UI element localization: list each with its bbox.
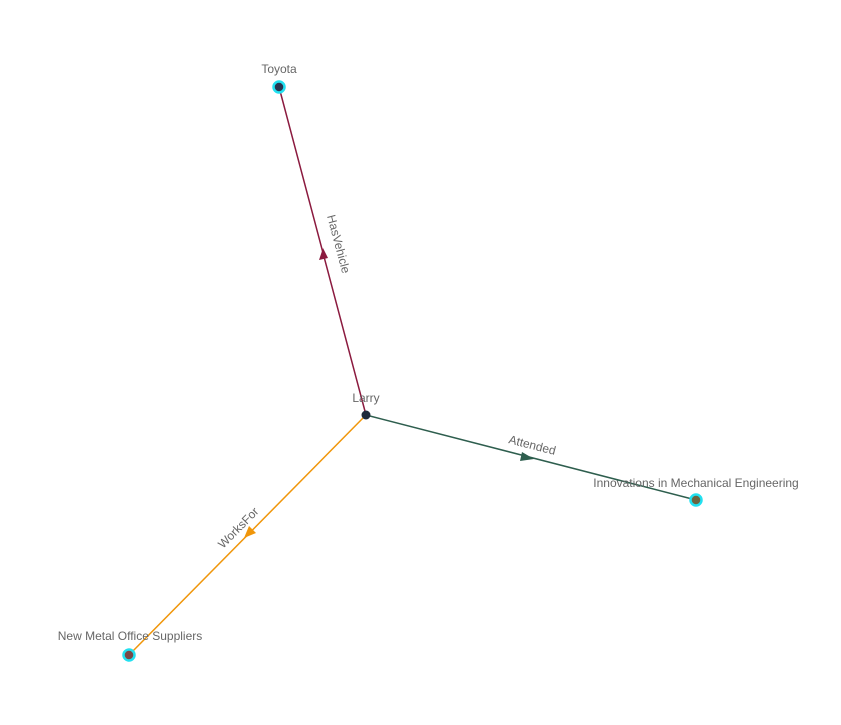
arrow-icon <box>244 526 256 538</box>
node-larry[interactable]: Larry <box>352 391 380 420</box>
node-label: Larry <box>352 391 379 405</box>
node-ring <box>272 80 286 94</box>
edge-hasvehicle[interactable]: HasVehicle <box>278 86 367 416</box>
node-innovations[interactable]: Innovations in Mechanical Engineering <box>593 476 799 507</box>
edge-worksfor[interactable]: WorksFor <box>128 414 367 656</box>
node-ring <box>122 648 136 662</box>
node-label: Toyota <box>261 62 297 76</box>
node-newmetal[interactable]: New Metal Office Suppliers <box>58 629 203 662</box>
edge-label: HasVehicle <box>324 213 353 275</box>
node-ring <box>689 493 703 507</box>
node-circle <box>361 410 371 420</box>
node-label: Innovations in Mechanical Engineering <box>593 476 798 490</box>
arrow-icon <box>319 248 328 260</box>
arrow-icon <box>520 452 534 461</box>
node-toyota[interactable]: Toyota <box>261 62 297 94</box>
node-label: New Metal Office Suppliers <box>58 629 203 643</box>
